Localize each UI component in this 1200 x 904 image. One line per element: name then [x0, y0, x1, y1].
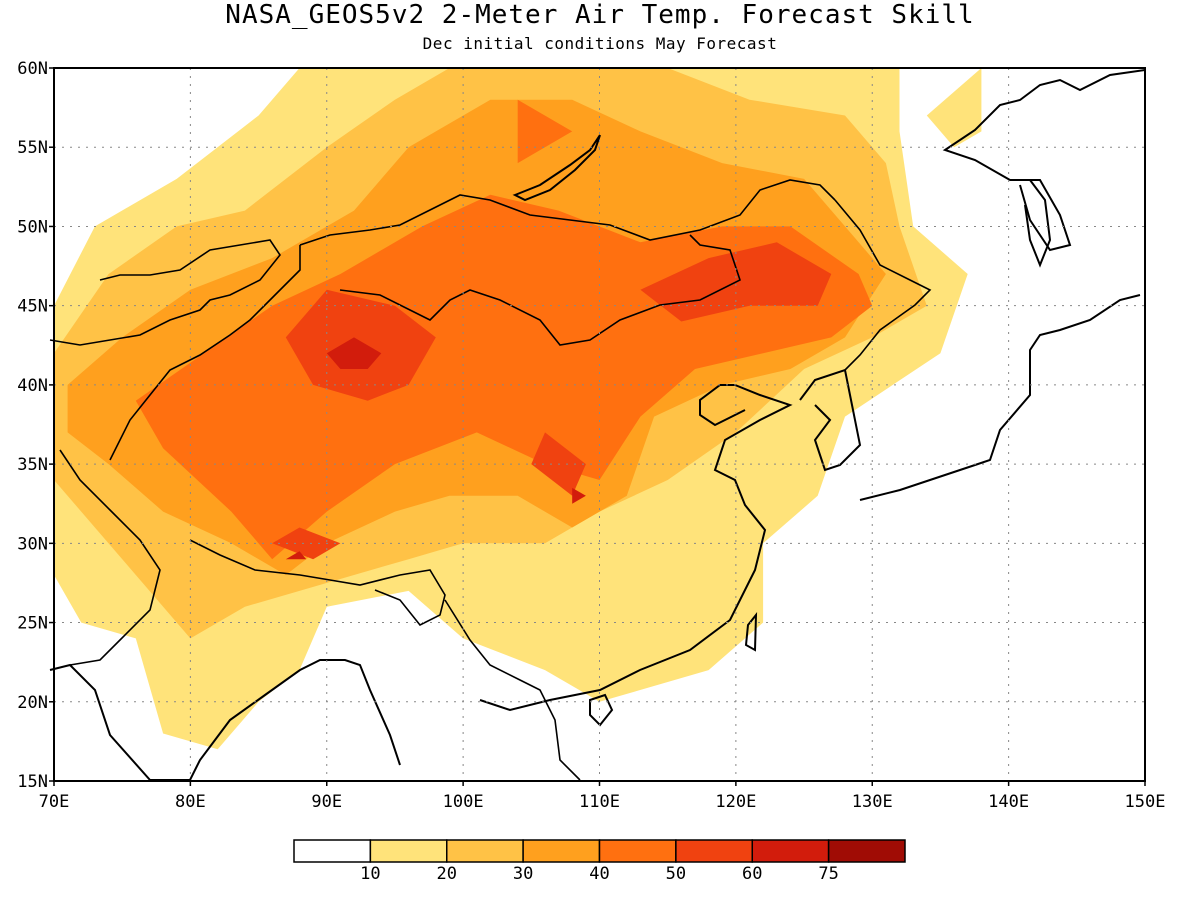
border-pakistan-india [59, 449, 161, 666]
lat-label: 60N [17, 59, 48, 79]
coastline-taiwan [744, 612, 758, 652]
lon-label: 110E [579, 792, 620, 812]
colorbar-swatch [675, 839, 753, 863]
colorbar: 10 20 30 40 50 60 75 [293, 839, 906, 884]
graticule [54, 68, 1145, 781]
colorbar-swatch [369, 839, 448, 863]
colorbar-swatch [522, 839, 601, 863]
border-west-china [109, 245, 301, 461]
lon-label: 150E [1125, 792, 1166, 812]
border-central-asia [49, 239, 281, 346]
lat-label: 30N [17, 534, 48, 554]
border-himalaya [189, 539, 446, 627]
colorbar-swatch [446, 839, 524, 863]
map-title: NASA_GEOS5v2 2-Meter Air Temp. Forecast … [225, 0, 975, 30]
lon-label: 70E [39, 792, 70, 812]
colorbar-swatch [751, 839, 830, 863]
lake-baikal [512, 134, 601, 202]
coastline-korea [799, 368, 862, 472]
coastline-japan [859, 294, 1141, 501]
colorbar-swatch [293, 839, 372, 863]
longitude-labels: 70E 80E 90E 100E 110E 120E 130E 140E 150E [39, 781, 1166, 812]
lat-label: 20N [17, 693, 48, 713]
coastline-china [479, 384, 793, 712]
colorbar-swatch [827, 839, 906, 863]
lat-label: 55N [17, 138, 48, 158]
lat-label: 35N [17, 455, 48, 475]
skill-region-level-5-3 [272, 527, 341, 560]
lon-label: 100E [443, 792, 484, 812]
map-subtitle: Dec initial conditions May Forecast [422, 34, 778, 53]
colorbar-label: 75 [818, 864, 838, 884]
lon-label: 80E [175, 792, 206, 812]
lat-label: 40N [17, 376, 48, 396]
lat-label: 45N [17, 297, 48, 317]
lon-label: 140E [988, 792, 1029, 812]
lat-label: 50N [17, 217, 48, 237]
colorbar-label: 40 [589, 864, 609, 884]
coastline-india [49, 659, 401, 781]
colorbar-swatch [598, 839, 677, 863]
skill-region-level-1-1 [926, 68, 982, 148]
skill-region-level-6-2 [285, 551, 307, 560]
colorbar-label: 50 [666, 864, 686, 884]
skill-fill-layer [54, 68, 982, 750]
border-china-russia-ne [834, 199, 932, 371]
colorbar-label: 20 [437, 864, 457, 884]
lat-label: 25N [17, 614, 48, 634]
colorbar-label: 60 [742, 864, 762, 884]
lat-label: 15N [17, 772, 48, 792]
coastline-layer [49, 69, 1146, 781]
lon-label: 130E [852, 792, 893, 812]
skill-region-level-4-1 [517, 99, 573, 164]
coastline-hainan [589, 693, 614, 727]
lon-label: 120E [715, 792, 756, 812]
coastline-russia [942, 69, 1146, 252]
border-indochina [444, 599, 581, 781]
colorbar-label: 10 [360, 864, 380, 884]
latitude-labels: 15N 20N 25N 30N 35N 40N 45N 50N 55N 60N [17, 59, 54, 792]
coastline-sakhalin [1024, 179, 1052, 268]
skill-region-level-6-1 [572, 487, 586, 504]
colorbar-label: 30 [513, 864, 533, 884]
skill-region-level-6-0 [326, 337, 382, 369]
lon-label: 90E [311, 792, 342, 812]
border-mongolia-china [339, 234, 741, 346]
